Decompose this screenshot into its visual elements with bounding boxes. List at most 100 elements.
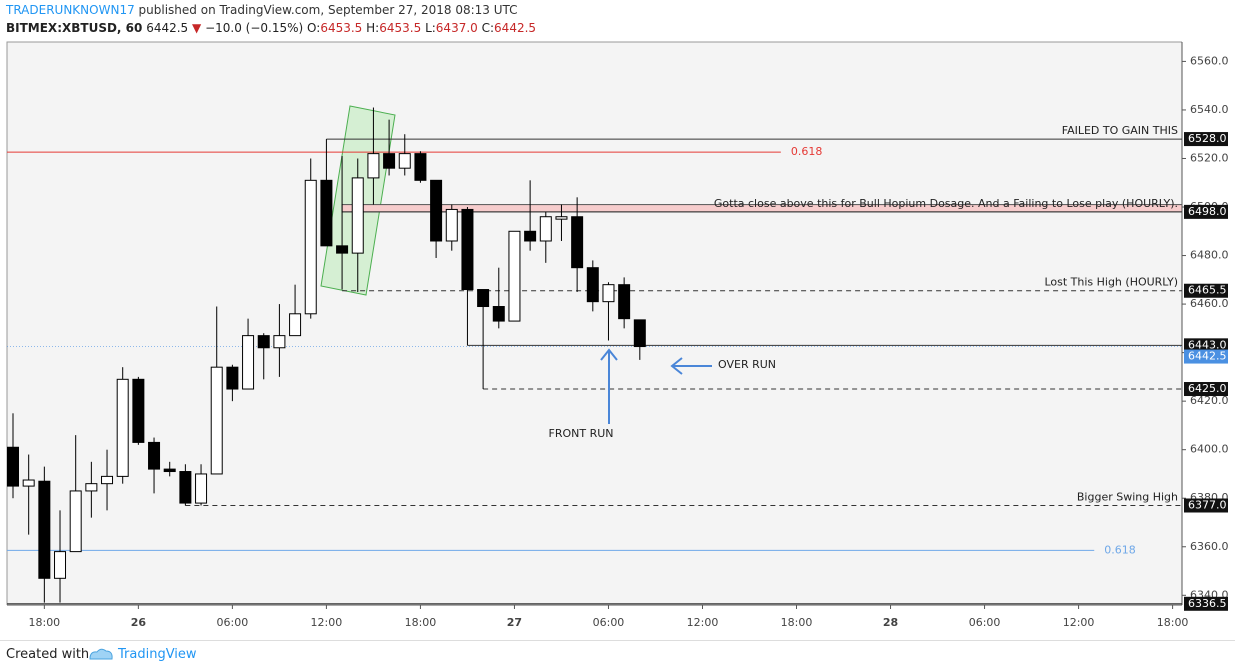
author[interactable]: TRADERUNKNOWN17 xyxy=(6,3,135,17)
price-badge xyxy=(1184,596,1228,611)
footer: Created with TradingView xyxy=(0,640,1235,672)
price-badge xyxy=(1184,204,1228,219)
level-text: Gotta close above this for Bull Hopium D… xyxy=(714,197,1178,210)
arrow: ▼ xyxy=(192,21,202,35)
candle-body xyxy=(22,479,35,487)
candle-body xyxy=(101,475,114,485)
candle-body xyxy=(69,490,82,553)
annotation: FRONT RUN xyxy=(549,427,614,440)
candle-body xyxy=(273,335,286,349)
plot-area xyxy=(6,41,1183,606)
candle-body xyxy=(618,284,631,320)
level-text: Lost This High (HOURLY) xyxy=(1044,276,1178,289)
y-tick-label: 6360.0 xyxy=(1190,540,1229,553)
y-axis-area xyxy=(1182,0,1235,640)
candle-body xyxy=(383,153,396,169)
h: 6453.5 xyxy=(379,21,422,35)
candle-body xyxy=(304,179,317,315)
candle-body xyxy=(602,284,615,303)
l-label: L: xyxy=(425,21,436,35)
x-tick-label: 18:00 xyxy=(1157,616,1189,629)
candle-body xyxy=(633,319,646,348)
header-line-2: BITMEX:XBTUSD, 60 6442.5 ▼ −10.0 (−0.15%… xyxy=(6,21,536,35)
candle-body xyxy=(242,335,255,390)
price-badge-label: 6377.0 xyxy=(1188,499,1227,512)
candle-body xyxy=(367,153,380,179)
price-badge-label: 6498.0 xyxy=(1188,205,1227,218)
y-tick-label: 6520.0 xyxy=(1190,151,1229,164)
x-tick-label: 12:00 xyxy=(1063,616,1095,629)
change: −10.0 (−0.15%) xyxy=(205,21,304,35)
candle-body xyxy=(195,473,208,504)
x-tick-label: 28 xyxy=(883,616,898,629)
candle-body xyxy=(7,446,20,487)
x-tick-label: 06:00 xyxy=(593,616,625,629)
candle-body xyxy=(508,230,521,322)
last: 6442.5 xyxy=(146,21,189,35)
candle-body xyxy=(414,153,427,181)
candle-body xyxy=(38,480,51,579)
y-tick-label: 6460.0 xyxy=(1190,297,1229,310)
candle-body xyxy=(555,216,568,220)
candle-body xyxy=(85,483,98,492)
candle-body xyxy=(132,378,145,443)
candle-body xyxy=(461,208,474,291)
price-badge xyxy=(1184,498,1228,513)
y-tick-label: 6400.0 xyxy=(1190,443,1229,456)
candle-body xyxy=(54,551,67,579)
price-badge-label: 6528.0 xyxy=(1188,132,1227,145)
x-tick-label: 18:00 xyxy=(28,616,60,629)
candle-body xyxy=(351,177,364,254)
price-badge-label: 6443.0 xyxy=(1188,338,1227,351)
y-tick-label: 6560.0 xyxy=(1190,54,1229,67)
candle-body xyxy=(257,335,270,349)
candle-body xyxy=(210,366,223,475)
x-tick-label: 06:00 xyxy=(969,616,1001,629)
c: 6442.5 xyxy=(494,21,537,35)
price-badge xyxy=(1184,132,1228,147)
brand[interactable]: TradingView xyxy=(118,647,197,662)
fib-label: 0.618 xyxy=(1104,543,1136,556)
candle-body xyxy=(430,179,443,242)
price-badge xyxy=(1184,382,1228,397)
x-tick-label: 27 xyxy=(507,616,522,629)
x-tick-label: 06:00 xyxy=(217,616,249,629)
candle-body xyxy=(179,471,192,504)
y-tick-label: 6420.0 xyxy=(1190,394,1229,407)
candle-body xyxy=(586,267,599,303)
candle-body xyxy=(524,230,537,242)
candle-body xyxy=(571,216,584,269)
last-price-badge xyxy=(1184,349,1228,364)
h-label: H: xyxy=(366,21,380,35)
x-tick-label: 18:00 xyxy=(405,616,437,629)
candle-body xyxy=(226,366,239,390)
front-run-arrow xyxy=(600,348,618,424)
price-badge-label: 6465.5 xyxy=(1188,284,1227,297)
chart: 6340.06360.06380.06400.06420.06440.06460… xyxy=(6,0,1235,640)
y-tick-label: 6480.0 xyxy=(1190,249,1229,262)
logo xyxy=(89,648,113,660)
candle-body xyxy=(148,441,161,470)
last-price-label: 6442.5 xyxy=(1188,350,1227,363)
candle-body xyxy=(116,378,129,477)
price-badge-label: 6336.5 xyxy=(1188,597,1227,610)
price-badge-label: 6425.0 xyxy=(1188,382,1227,395)
l: 6437.0 xyxy=(435,21,478,35)
x-tick-label: 12:00 xyxy=(687,616,719,629)
created-with: Created with xyxy=(6,647,90,662)
candle-body xyxy=(163,468,176,473)
c-label: C: xyxy=(481,21,495,35)
x-tick-label: 18:00 xyxy=(781,616,813,629)
candle-body xyxy=(539,216,552,242)
header-line-1: TRADERUNKNOWN17 published on TradingView… xyxy=(6,3,518,17)
symbol: BITMEX:XBTUSD, 60 xyxy=(6,21,143,35)
candle-body xyxy=(445,208,458,242)
fib-label: 0.618 xyxy=(791,145,823,158)
level-text: FAILED TO GAIN THIS xyxy=(1062,124,1178,137)
candle-body xyxy=(289,313,302,337)
y-tick-label: 6540.0 xyxy=(1190,103,1229,116)
over-run-arrow xyxy=(670,357,712,375)
price-badge xyxy=(1184,283,1228,298)
x-tick-label: 12:00 xyxy=(311,616,343,629)
